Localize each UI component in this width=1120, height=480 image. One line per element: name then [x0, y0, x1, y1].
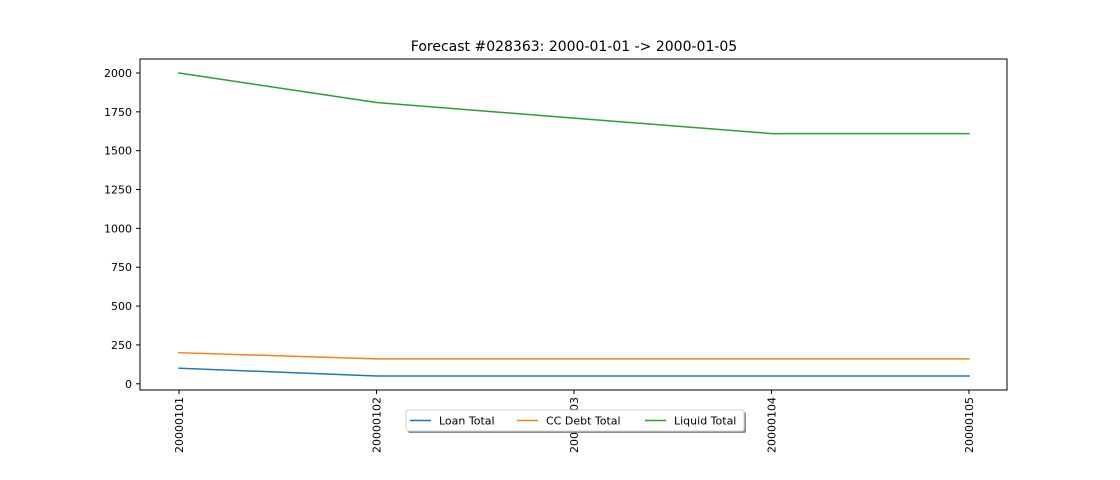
x-tick-label: 20000102 — [371, 397, 384, 453]
x-tick-label: 20000101 — [173, 397, 186, 453]
y-tick-label: 1500 — [104, 145, 132, 158]
chart-title: Forecast #028363: 2000-01-01 -> 2000-01-… — [411, 39, 737, 55]
y-tick-label: 2000 — [104, 67, 132, 80]
legend-label: CC Debt Total — [546, 415, 621, 428]
legend-label: Loan Total — [439, 415, 495, 428]
legend: Loan Total CC Debt Total Liquid Total — [405, 409, 746, 433]
x-tick-label: 20000105 — [963, 397, 976, 453]
series-line-loan-total — [178, 367, 970, 377]
legend-label: Liquid Total — [674, 415, 736, 428]
y-tick-label: 1750 — [104, 106, 132, 119]
y-tick-label: 500 — [111, 300, 132, 313]
y-axis: 0 250 500 750 1000 1250 1500 1750 2000 — [104, 67, 140, 391]
y-tick-label: 250 — [111, 339, 132, 352]
plot-area-frame — [139, 58, 1008, 391]
x-tick-label: 20000104 — [766, 397, 779, 453]
y-tick-label: 750 — [111, 261, 132, 274]
y-tick-label: 1250 — [104, 184, 132, 197]
legend-box — [405, 409, 745, 432]
plot-series — [178, 72, 970, 377]
y-tick-label: 0 — [125, 378, 132, 391]
series-line-cc-debt-total — [178, 351, 970, 360]
y-tick-label: 1000 — [104, 222, 132, 235]
series-line-liquid-total — [178, 72, 970, 135]
